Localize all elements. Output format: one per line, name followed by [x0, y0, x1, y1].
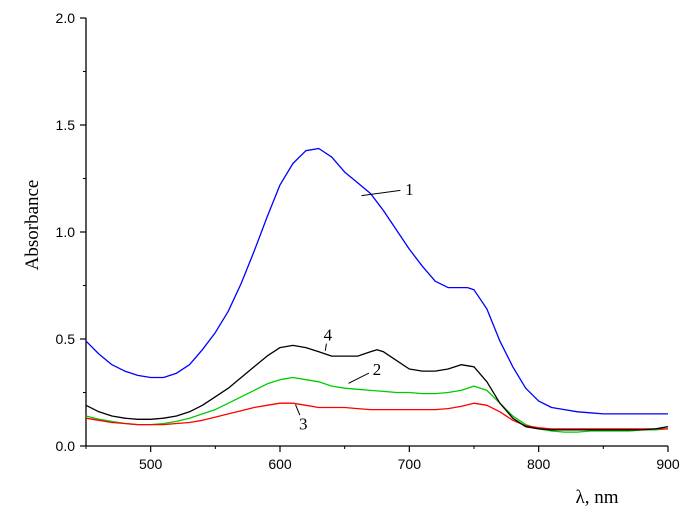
series-labels: 1 2 3 4	[295, 180, 414, 434]
tick-group: 500 600 700 800 900 0.0 0.5 1.0 1.5 2.0	[56, 10, 680, 472]
series-1-line	[85, 147, 668, 415]
series-4-line	[85, 344, 669, 431]
x-tick-label: 500	[139, 456, 163, 472]
series-lines	[85, 147, 669, 433]
y-tick-label: 0.5	[56, 331, 76, 347]
series-2-line	[85, 376, 669, 433]
series-4-leader	[324, 343, 327, 351]
series-1-label: 1	[405, 180, 414, 199]
x-tick-label: 800	[527, 456, 551, 472]
series-2-label: 2	[373, 360, 382, 379]
series-1-leader	[361, 189, 401, 197]
series-3-line	[85, 402, 668, 430]
x-axis-title: λ, nm	[576, 487, 619, 508]
x-tick-label: 700	[398, 456, 422, 472]
y-tick-label: 2.0	[56, 10, 76, 26]
y-tick-label: 1.0	[56, 224, 76, 240]
x-tick-label: 900	[656, 456, 680, 472]
series-2-leader	[348, 372, 370, 384]
y-tick-label: 1.5	[56, 117, 76, 133]
series-3-label: 3	[299, 415, 308, 434]
y-tick-label: 0.0	[56, 438, 76, 454]
series-4-label: 4	[324, 326, 333, 345]
series-3-leader	[295, 404, 301, 416]
y-axis-title: Absorbance	[22, 180, 43, 271]
plot-area	[85, 18, 668, 447]
x-tick-label: 600	[268, 456, 292, 472]
